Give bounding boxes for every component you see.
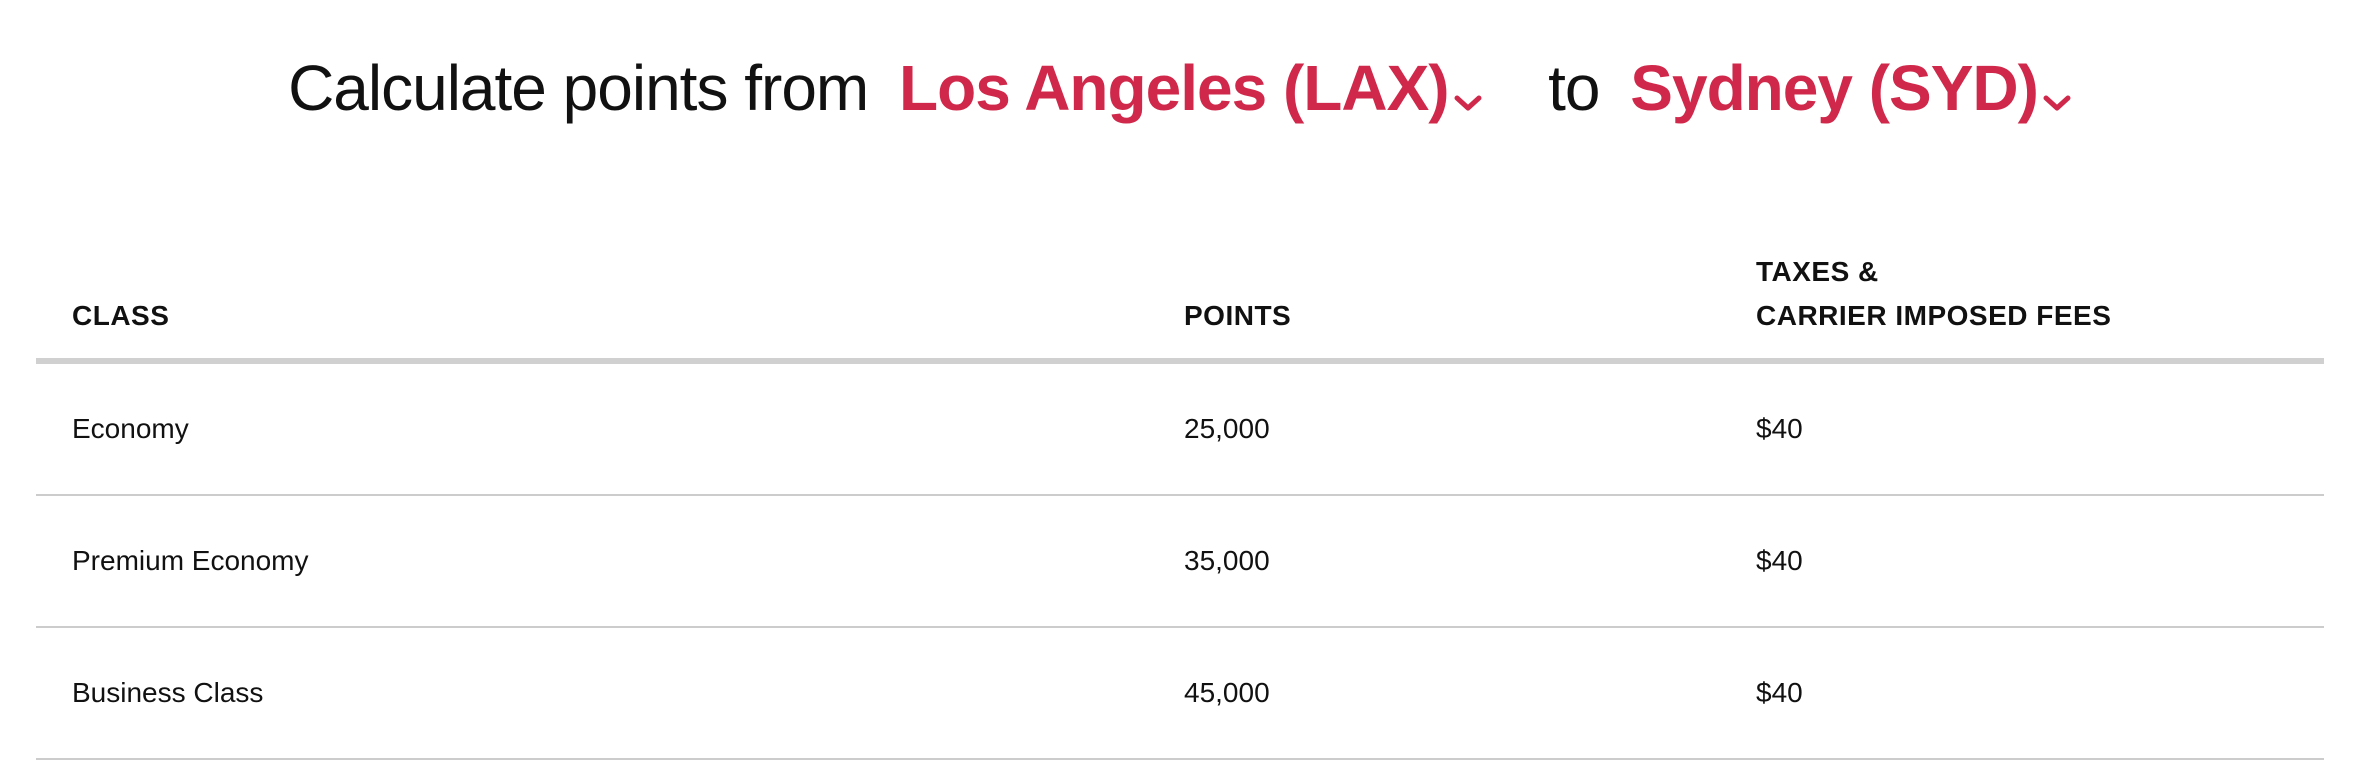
header-class: CLASS — [36, 250, 1184, 364]
cell-points: 35,000 — [1184, 495, 1756, 628]
cell-class: Economy — [36, 361, 1184, 496]
cell-points: 45,000 — [1184, 627, 1756, 760]
origin-city: Los Angeles (LAX) — [899, 52, 1450, 124]
table-row: Business Class 45,000 $40 — [36, 627, 2324, 760]
points-table: CLASS POINTS TAXES & CARRIER IMPOSED FEE… — [36, 250, 2324, 760]
header-fees: TAXES & CARRIER IMPOSED FEES — [1756, 250, 2324, 364]
points-table-container: CLASS POINTS TAXES & CARRIER IMPOSED FEE… — [36, 250, 2324, 760]
destination-city: Sydney (SYD) — [1630, 52, 2039, 124]
heading-prefix: Calculate points from — [288, 52, 869, 124]
table-row: Economy 25,000 $40 — [36, 361, 2324, 496]
table-row: Premium Economy 35,000 $40 — [36, 495, 2324, 628]
cell-fees: $40 — [1756, 627, 2324, 760]
chevron-down-icon — [1453, 49, 1483, 133]
heading-connector: to — [1548, 52, 1600, 124]
cell-class: Business Class — [36, 627, 1184, 760]
cell-fees: $40 — [1756, 495, 2324, 628]
origin-dropdown[interactable]: Los Angeles (LAX) — [899, 46, 1483, 135]
chevron-down-icon — [2042, 49, 2072, 133]
destination-dropdown[interactable]: Sydney (SYD) — [1630, 46, 2072, 135]
page-title: Calculate points from Los Angeles (LAX) … — [0, 46, 2360, 135]
cell-class: Premium Economy — [36, 495, 1184, 628]
header-points: POINTS — [1184, 250, 1756, 364]
cell-fees: $40 — [1756, 361, 2324, 496]
cell-points: 25,000 — [1184, 361, 1756, 496]
table-header-row: CLASS POINTS TAXES & CARRIER IMPOSED FEE… — [36, 250, 2324, 364]
